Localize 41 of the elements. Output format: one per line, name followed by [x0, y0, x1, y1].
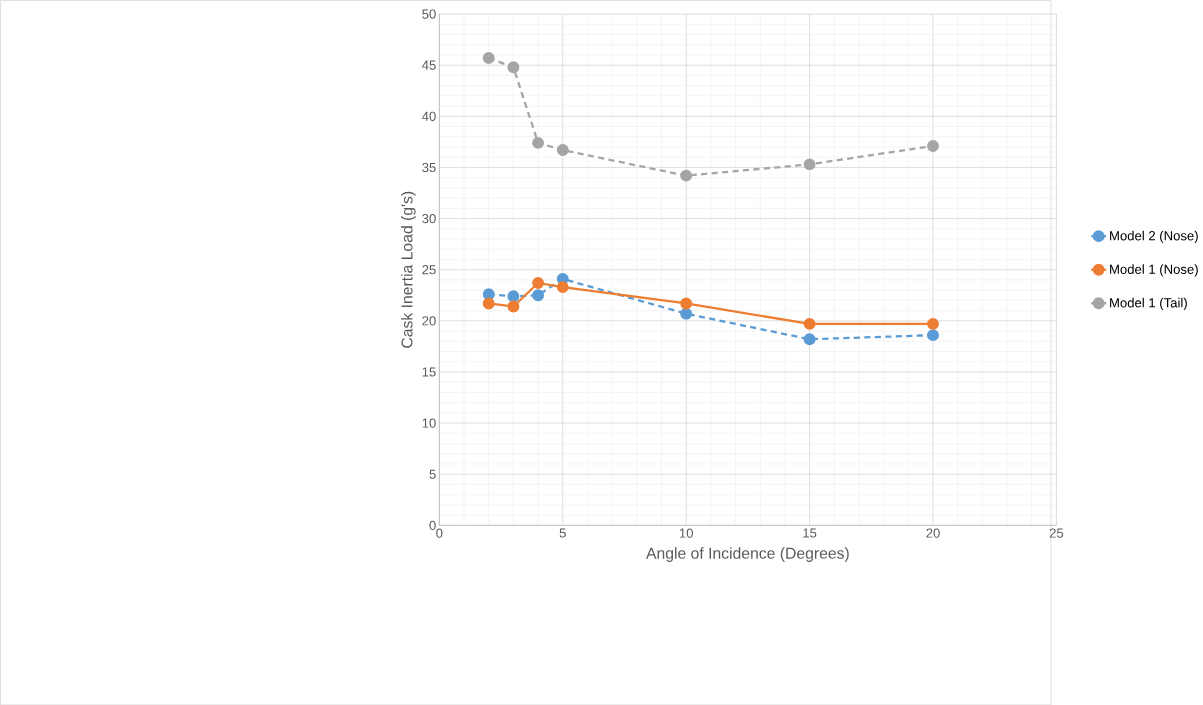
y-tick-label: 20 [422, 316, 436, 326]
x-tick-label: 25 [1049, 528, 1064, 538]
x-axis-title: Angle of Incidence (Degrees) [646, 547, 849, 562]
point [680, 297, 693, 310]
point [532, 289, 545, 302]
y-axis-title: Cask Inertia Load (g's) [401, 191, 416, 348]
y-tick-label: 50 [422, 9, 436, 19]
point [556, 280, 569, 293]
y-tick-label: 40 [421, 111, 436, 121]
point [803, 317, 816, 330]
point [927, 139, 939, 152]
point [803, 333, 816, 346]
point [507, 300, 520, 313]
legend-label: Model 1 (Nose) [1110, 264, 1198, 277]
point [482, 297, 495, 310]
x-tick-label: 0 [436, 528, 443, 538]
y-tick-label: 45 [421, 60, 436, 70]
point [482, 51, 495, 64]
point [927, 317, 939, 330]
y-tick-label: 10 [422, 418, 436, 428]
point [507, 290, 520, 303]
point [680, 307, 693, 320]
y-tick-label: 5 [429, 469, 436, 479]
y-tick-label: 15 [422, 367, 436, 377]
point [532, 276, 545, 289]
legend-label: Model 1 (Tail) [1110, 297, 1187, 310]
point [556, 143, 569, 156]
point [507, 61, 520, 73]
y-tick-label: 25 [422, 264, 436, 275]
point [927, 329, 939, 341]
y-tick-label: 30 [422, 213, 436, 224]
x-tick-label: 5 [559, 528, 566, 538]
x-tick-label: 20 [926, 528, 940, 538]
point [532, 136, 545, 149]
x-tick-label: 15 [803, 528, 817, 538]
point [803, 158, 816, 171]
legend-label: Model 2 (Nose) [1110, 230, 1198, 243]
y-tick-label: 0 [429, 520, 436, 530]
point [680, 169, 693, 182]
y-tick-label: 35 [422, 162, 436, 172]
x-tick-label: 10 [679, 528, 693, 538]
